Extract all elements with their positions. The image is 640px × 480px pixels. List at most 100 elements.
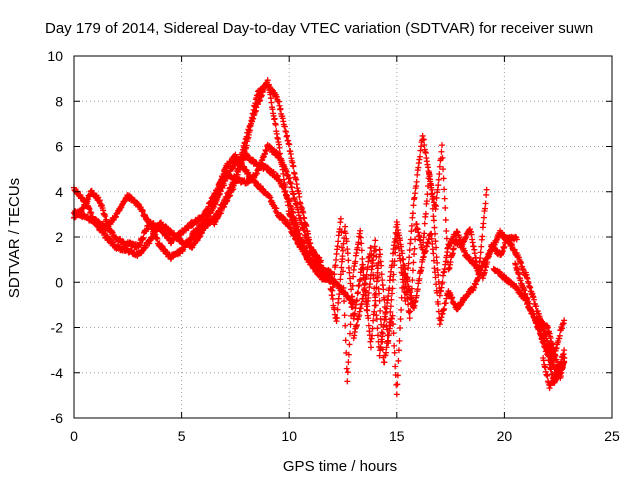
data-point bbox=[357, 276, 364, 283]
data-point bbox=[371, 308, 378, 315]
data-point bbox=[409, 277, 416, 284]
data-point bbox=[272, 121, 279, 128]
data-point bbox=[432, 274, 439, 281]
data-point bbox=[355, 239, 362, 246]
data-point bbox=[353, 297, 360, 304]
chart-title: Day 179 of 2014, Sidereal Day-to-day VTE… bbox=[45, 20, 593, 37]
data-point bbox=[358, 247, 365, 254]
data-point bbox=[377, 307, 384, 314]
data-point bbox=[369, 257, 376, 264]
data-point bbox=[383, 349, 390, 356]
data-point bbox=[433, 281, 440, 288]
data-point bbox=[346, 269, 353, 276]
data-point bbox=[433, 244, 440, 251]
data-point bbox=[414, 286, 421, 293]
data-point bbox=[399, 284, 406, 291]
data-point bbox=[421, 220, 428, 227]
data-point bbox=[410, 202, 417, 209]
data-point bbox=[440, 175, 447, 182]
data-point bbox=[480, 214, 487, 221]
data-point bbox=[441, 305, 448, 312]
y-tick-label: -6 bbox=[51, 410, 64, 426]
data-point bbox=[387, 303, 394, 310]
series-g bbox=[329, 142, 490, 398]
data-point bbox=[431, 269, 438, 276]
data-point bbox=[416, 232, 423, 239]
data-point bbox=[342, 337, 349, 344]
data-point bbox=[408, 228, 415, 235]
data-point bbox=[433, 203, 440, 210]
data-point bbox=[371, 292, 378, 299]
data-point bbox=[435, 308, 442, 315]
data-point bbox=[342, 230, 349, 237]
data-point bbox=[561, 355, 568, 362]
data-point bbox=[282, 184, 289, 191]
data-point bbox=[390, 321, 397, 328]
data-point bbox=[398, 294, 405, 301]
data-point bbox=[431, 224, 438, 231]
data-point bbox=[371, 243, 378, 250]
data-point bbox=[479, 233, 486, 240]
data-point bbox=[334, 314, 341, 321]
data-point bbox=[533, 303, 540, 310]
data-point bbox=[365, 322, 372, 329]
data-point bbox=[340, 268, 346, 275]
data-point bbox=[372, 237, 379, 244]
data-point bbox=[331, 271, 338, 278]
data-point bbox=[346, 341, 353, 348]
data-point bbox=[477, 249, 484, 256]
data-point bbox=[349, 293, 356, 300]
data-point bbox=[367, 344, 374, 351]
data-point bbox=[342, 322, 349, 329]
data-point bbox=[336, 226, 343, 233]
y-tick-label: -2 bbox=[51, 320, 64, 336]
data-point bbox=[430, 250, 437, 257]
data-point bbox=[422, 247, 429, 254]
series-l bbox=[533, 314, 568, 381]
data-point bbox=[340, 284, 347, 291]
data-point bbox=[338, 244, 345, 251]
data-point bbox=[441, 186, 448, 193]
data-point bbox=[407, 308, 414, 315]
data-point bbox=[374, 274, 381, 281]
data-point bbox=[409, 267, 416, 274]
y-tick-label: 10 bbox=[47, 48, 63, 64]
data-point bbox=[413, 178, 420, 185]
data-point bbox=[443, 227, 450, 234]
data-point bbox=[556, 332, 563, 339]
data-point bbox=[373, 262, 380, 269]
y-tick-label: 4 bbox=[55, 184, 63, 200]
data-point bbox=[416, 153, 423, 160]
data-point bbox=[348, 303, 355, 310]
data-point bbox=[371, 285, 378, 292]
data-point bbox=[346, 330, 353, 337]
data-point bbox=[399, 250, 406, 257]
y-axis-label: SDTVAR / TECUs bbox=[6, 178, 23, 298]
data-point bbox=[439, 279, 446, 286]
data-point bbox=[276, 144, 283, 151]
data-point bbox=[407, 289, 414, 296]
data-point bbox=[405, 260, 412, 267]
data-point bbox=[394, 221, 401, 228]
series-h bbox=[350, 218, 529, 359]
series-e bbox=[210, 79, 324, 271]
data-point bbox=[339, 256, 346, 263]
data-point bbox=[336, 291, 343, 298]
data-point bbox=[285, 202, 292, 209]
data-point bbox=[296, 193, 303, 200]
data-point bbox=[435, 301, 442, 308]
data-point bbox=[359, 255, 366, 262]
data-point bbox=[420, 136, 427, 143]
data-point bbox=[372, 302, 379, 309]
data-point bbox=[416, 275, 423, 282]
data-point bbox=[378, 271, 385, 278]
data-point bbox=[330, 276, 337, 283]
data-point bbox=[368, 251, 375, 258]
data-point bbox=[377, 251, 384, 258]
data-point bbox=[442, 216, 449, 223]
data-point bbox=[347, 321, 354, 328]
x-tick-label: 25 bbox=[604, 428, 620, 444]
data-point bbox=[441, 195, 448, 202]
y-tick-label: 6 bbox=[55, 139, 63, 155]
